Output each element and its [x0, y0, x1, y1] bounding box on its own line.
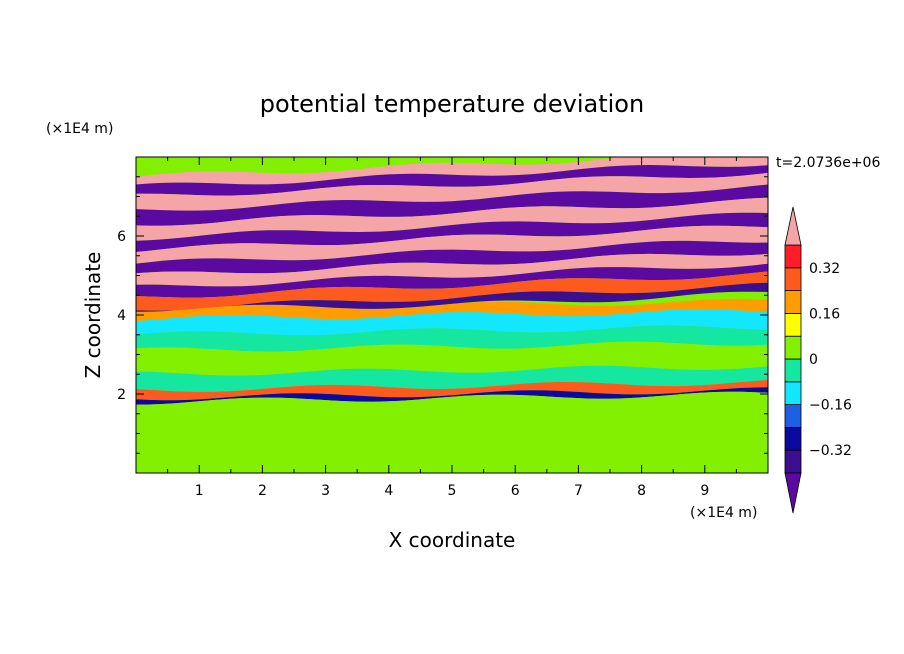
contour-band — [136, 341, 768, 376]
x-tick-label: 2 — [258, 483, 267, 499]
chart-title: potential temperature deviation — [260, 90, 644, 118]
colorbar-segment — [784, 381, 802, 405]
contour-band — [136, 391, 768, 473]
y-axis-unit: (×1E4 m) — [46, 121, 113, 137]
colorbar-label: −0.32 — [809, 443, 852, 459]
plot-area — [136, 157, 768, 473]
colorbar-segment — [784, 312, 802, 337]
colorbar-segment — [784, 244, 802, 269]
colorbar-segment — [784, 426, 802, 451]
contour-band — [136, 271, 768, 311]
contour-band — [136, 380, 768, 401]
contour-bands — [136, 157, 768, 473]
contour-band — [136, 197, 768, 241]
contour-band — [136, 298, 768, 322]
contour-band — [136, 253, 768, 287]
colorbar-segment — [784, 358, 802, 383]
contour-band — [136, 309, 768, 336]
time-label: t=2.0736e+06 — [776, 155, 880, 171]
colorbar-label: 0.16 — [809, 306, 840, 322]
colorbar-under-arrow — [784, 472, 802, 514]
x-tick-label: 3 — [321, 483, 330, 499]
contour-band — [136, 172, 768, 211]
x-tick-label: 8 — [637, 483, 646, 499]
colorbar: 0.32 0.16 0 −0.16 −0.32 — [784, 206, 852, 514]
colorbar-label: −0.16 — [809, 398, 852, 414]
y-ticks: 2 4 6 — [117, 176, 768, 454]
x-axis-label: X coordinate — [389, 528, 516, 552]
colorbar-segment — [784, 449, 802, 474]
x-tick-label: 4 — [384, 483, 393, 499]
contour-band — [136, 282, 768, 320]
y-tick-label: 6 — [117, 229, 126, 245]
contour-band — [136, 184, 768, 226]
colorbar-label: 0.32 — [809, 261, 840, 277]
contour-band — [136, 240, 768, 274]
x-tick-label: 6 — [511, 483, 520, 499]
contour-band — [136, 212, 768, 252]
colorbar-label: 0 — [809, 352, 818, 368]
colorbar-segment — [784, 404, 802, 428]
colorbar-segment — [784, 290, 802, 314]
y-tick-label: 2 — [117, 387, 126, 403]
contour-band — [136, 325, 768, 352]
contour-band — [136, 387, 768, 405]
x-tick-label: 7 — [574, 483, 583, 499]
x-ticks: 1 2 3 4 5 6 7 8 9 — [167, 157, 737, 499]
x-tick-label: 9 — [700, 483, 709, 499]
colorbar-segment — [784, 267, 802, 291]
contour-band — [136, 365, 768, 392]
contour-band — [136, 165, 768, 196]
colorbar-over-arrow — [784, 206, 802, 246]
x-tick-label: 1 — [195, 483, 204, 499]
y-tick-label: 4 — [117, 308, 126, 324]
colorbar-segment — [784, 335, 802, 360]
contour-band — [136, 157, 768, 185]
contour-band — [136, 225, 768, 264]
x-tick-label: 5 — [448, 483, 457, 499]
y-axis-label: Z coordinate — [81, 252, 105, 379]
x-axis-unit: (×1E4 m) — [690, 505, 757, 521]
contour-band — [136, 263, 768, 298]
